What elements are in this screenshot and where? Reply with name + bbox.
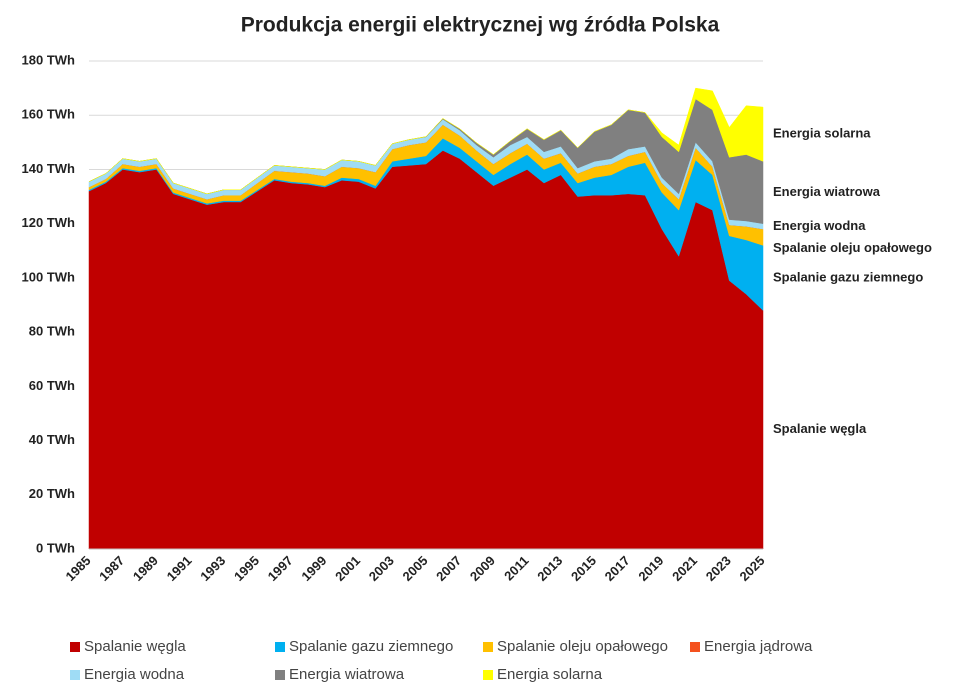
- x-tick: 2005: [399, 553, 430, 584]
- area: [88, 87, 764, 195]
- chart-title: Produkcja energii elektrycznej wg źródła…: [241, 14, 720, 37]
- x-tick: 2021: [669, 553, 700, 584]
- x-tick: 2017: [602, 553, 633, 584]
- x-tick-label: 2025: [736, 553, 767, 584]
- y-tick-label: 180 TWh: [22, 52, 76, 67]
- y-tick-label: 160 TWh: [22, 107, 76, 122]
- y-tick-label: 0 TWh: [36, 540, 75, 555]
- y-tick-label: 140 TWh: [22, 161, 76, 176]
- legend-swatch: [70, 642, 80, 652]
- x-tick: 2001: [332, 553, 363, 584]
- legend-label: Spalanie oleju opałowego: [497, 638, 668, 655]
- x-tick: 2007: [433, 553, 464, 584]
- x-tick-label: 1985: [62, 553, 93, 584]
- legend-label: Energia wodna: [84, 666, 185, 683]
- x-tick-label: 2009: [467, 553, 498, 584]
- x-tick-label: 1995: [231, 553, 262, 584]
- x-tick: 2019: [635, 553, 666, 584]
- x-tick: 2011: [501, 553, 532, 584]
- x-tick-label: 1987: [96, 553, 127, 584]
- x-tick-label: 2023: [703, 553, 734, 584]
- legend-swatch: [690, 642, 700, 652]
- legend-swatch: [483, 642, 493, 652]
- x-tick-label: 2015: [568, 553, 599, 584]
- y-tick-label: 60 TWh: [29, 378, 75, 393]
- x-tick: 1991: [164, 553, 195, 584]
- x-tick-label: 2003: [366, 553, 397, 584]
- legend-label: Energia solarna: [497, 666, 603, 683]
- x-tick: 1997: [265, 553, 296, 584]
- legend-swatch: [70, 670, 80, 680]
- end-label: Energia solarna: [773, 126, 871, 141]
- end-label: Spalanie węgla: [773, 421, 867, 436]
- x-tick: 1985: [62, 553, 93, 584]
- x-tick-label: 2021: [669, 553, 700, 584]
- x-tick: 1999: [298, 553, 329, 584]
- x-tick: 2003: [366, 553, 397, 584]
- x-tick: 2025: [736, 553, 767, 584]
- x-tick: 1993: [197, 553, 228, 584]
- x-tick: 1989: [130, 553, 161, 584]
- x-tick: 1987: [96, 553, 127, 584]
- x-tick-label: 1993: [197, 553, 228, 584]
- end-label: Energia wiatrowa: [773, 184, 881, 199]
- y-tick-label: 80 TWh: [29, 324, 75, 339]
- x-tick-label: 1989: [130, 553, 161, 584]
- x-tick-label: 1991: [164, 553, 195, 584]
- x-tick-label: 2007: [433, 553, 464, 584]
- x-tick: 2015: [568, 553, 599, 584]
- x-tick: 2013: [534, 553, 565, 584]
- y-tick-label: 20 TWh: [29, 486, 75, 501]
- x-tick-label: 2005: [399, 553, 430, 584]
- x-tick-label: 1999: [298, 553, 329, 584]
- x-tick: 2009: [467, 553, 498, 584]
- x-tick-label: 1997: [265, 553, 296, 584]
- legend-swatch: [275, 670, 285, 680]
- x-tick-label: 2013: [534, 553, 565, 584]
- y-tick-label: 40 TWh: [29, 432, 75, 447]
- y-tick-label: 100 TWh: [22, 269, 76, 284]
- x-tick: 2023: [703, 553, 734, 584]
- x-tick-label: 2011: [501, 553, 532, 584]
- legend-swatch: [483, 670, 493, 680]
- x-tick-label: 2017: [602, 553, 633, 584]
- y-tick-label: 120 TWh: [22, 215, 76, 230]
- end-label: Spalanie oleju opałowego: [773, 240, 932, 255]
- legend-label: Energia wiatrowa: [289, 666, 405, 683]
- legend-label: Spalanie gazu ziemnego: [289, 638, 453, 655]
- x-tick: 1995: [231, 553, 262, 584]
- x-tick-label: 2019: [635, 553, 666, 584]
- legend-swatch: [275, 642, 285, 652]
- legend-label: Spalanie węgla: [84, 638, 186, 655]
- end-label: Spalanie gazu ziemnego: [773, 269, 923, 284]
- x-tick-label: 2001: [332, 553, 363, 584]
- legend-label: Energia jądrowa: [704, 638, 813, 655]
- end-label: Energia wodna: [773, 218, 866, 233]
